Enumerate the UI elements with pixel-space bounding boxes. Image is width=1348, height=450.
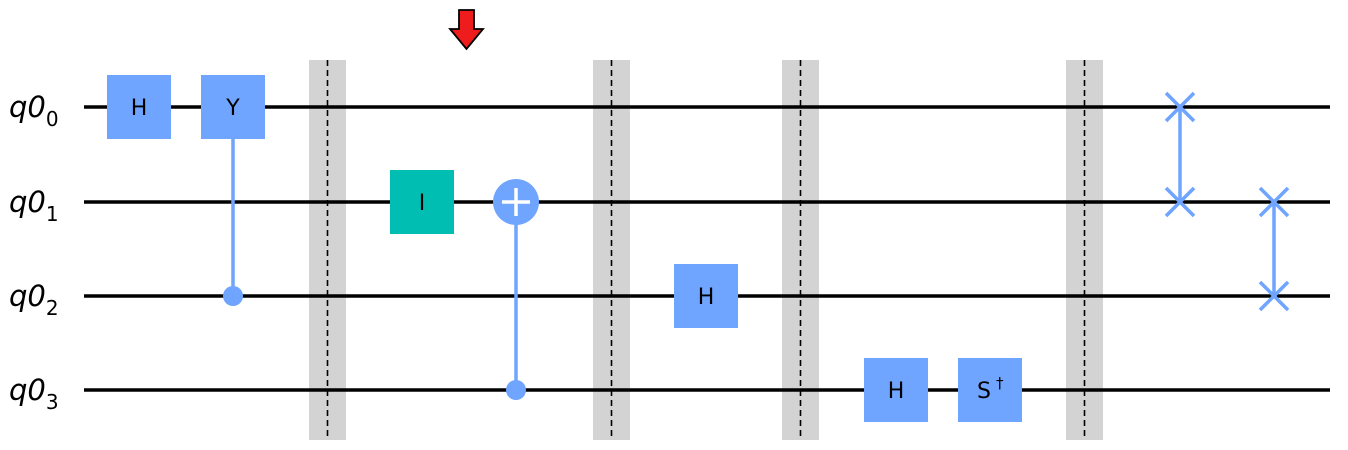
step-arrow-icon [448,9,485,51]
gate-sdg-q3: S † [958,358,1022,422]
swap-2-x-bot-b [1258,280,1290,312]
swap-1-x-top-b [1164,91,1196,123]
gate-h-q2: H [674,264,738,328]
controlled-y-gate [223,139,243,306]
qubit-label-1: q01 [9,185,59,226]
gate-h-q2-label: H [698,285,715,310]
gate-h-q3: H [864,358,928,422]
gate-h-q3-label: H [888,379,905,404]
cnot-gate [493,179,539,400]
qubit-label-2: q02 [9,279,59,320]
gate-y-q0-label: Y [225,96,240,121]
gate-i-q1-label: I [419,191,426,216]
cy-control-dot [223,286,243,306]
gate-sdg-q3-label: S [977,379,991,404]
gate-i-q1: I [390,170,454,234]
swap-gate-q0-q1 [1164,91,1196,218]
swap-gate-q1-q2 [1258,186,1290,312]
qubit-wires [84,105,1330,392]
qubit-label-3: q03 [9,373,59,414]
dagger-symbol: † [996,374,1004,392]
swap-2-x-top-b [1258,186,1290,218]
barrier-dashes [326,60,1086,440]
gate-y-q0: Y [201,75,265,139]
gate-h-q0-label: H [131,96,148,121]
gate-h-q0: H [107,75,171,139]
qubit-labels: q00 q01 q02 q03 [9,90,59,414]
qubit-label-0: q00 [9,90,59,131]
cnot-control-dot [506,380,526,400]
swap-1-x-bot-b [1164,186,1196,218]
